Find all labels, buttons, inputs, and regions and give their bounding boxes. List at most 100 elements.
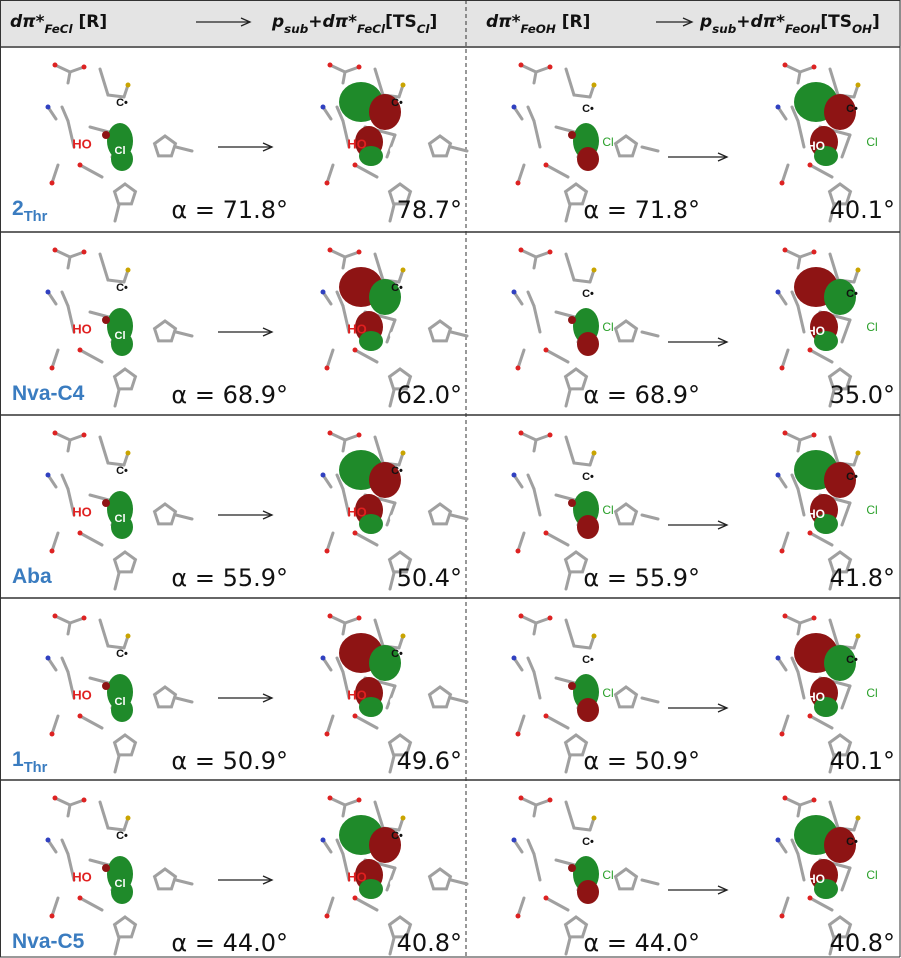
ring xyxy=(115,917,136,937)
bond xyxy=(842,503,850,525)
ring xyxy=(616,869,637,889)
ring xyxy=(115,735,136,755)
text-part: dπ* xyxy=(10,12,45,32)
atom xyxy=(808,896,813,901)
bond xyxy=(546,716,568,728)
bond xyxy=(355,533,377,545)
atom xyxy=(78,348,83,353)
atom-label: HO xyxy=(347,504,367,519)
subscript: Thr xyxy=(24,209,48,225)
atom xyxy=(516,366,521,371)
bond xyxy=(343,440,345,451)
atom xyxy=(401,816,406,821)
ring xyxy=(155,687,176,707)
angle-label: α = 50.9° xyxy=(583,747,700,775)
atom-label: HO xyxy=(807,690,825,704)
atom xyxy=(126,83,131,88)
atom xyxy=(780,914,785,919)
bond xyxy=(534,306,540,332)
atom-label: Cl xyxy=(115,330,126,342)
atom xyxy=(50,549,55,554)
bond xyxy=(68,805,70,816)
bond xyxy=(355,165,377,177)
bond xyxy=(100,802,108,828)
atom-label: HO xyxy=(347,687,367,702)
bond xyxy=(528,292,534,306)
atom-label: Cl xyxy=(602,320,613,334)
atom xyxy=(592,268,597,273)
atom xyxy=(53,248,58,253)
bond xyxy=(52,716,58,734)
text-part: [R] xyxy=(556,12,591,32)
atom xyxy=(544,714,549,719)
bond xyxy=(798,672,804,698)
atom xyxy=(544,348,549,353)
atom xyxy=(856,451,861,456)
atom xyxy=(321,473,326,478)
bond xyxy=(80,898,102,910)
subscript: FeOH xyxy=(785,22,820,36)
orbital-lobe xyxy=(102,864,110,872)
atom-label: HO xyxy=(347,136,367,151)
atom xyxy=(325,366,330,371)
bond xyxy=(327,533,333,551)
subscript: sub xyxy=(284,22,309,36)
bond xyxy=(798,72,800,83)
atom xyxy=(328,63,333,68)
atom-label: Cl xyxy=(866,503,877,517)
atom-label: Cl xyxy=(866,868,877,882)
bond xyxy=(782,350,788,368)
bond xyxy=(100,620,108,646)
atom xyxy=(353,163,358,168)
bond xyxy=(642,880,658,884)
atom xyxy=(401,268,406,273)
bond xyxy=(327,716,333,734)
bond xyxy=(343,257,345,268)
atom xyxy=(780,181,785,186)
atom-label: C• xyxy=(582,103,594,115)
atom xyxy=(776,656,781,661)
bond xyxy=(810,898,832,910)
orbital-lobe xyxy=(577,147,599,171)
bond xyxy=(810,533,832,545)
orbital-lobe xyxy=(577,332,599,356)
atom-label: HO xyxy=(807,324,825,338)
bond xyxy=(534,440,536,451)
bond xyxy=(451,515,467,519)
bond xyxy=(62,658,68,672)
atom-label: C• xyxy=(391,282,403,294)
bond xyxy=(574,463,590,465)
label-text: 1Thr xyxy=(12,748,48,776)
orbital-lobe xyxy=(577,698,599,722)
bond xyxy=(451,332,467,336)
bond xyxy=(390,938,394,954)
atom-label: Cl xyxy=(390,513,401,525)
atom-label: Cl xyxy=(390,878,401,890)
label-text: Aba xyxy=(12,565,52,588)
atom-label: C• xyxy=(582,471,594,483)
atom-label: HO xyxy=(72,321,92,336)
bond xyxy=(782,716,788,734)
atom xyxy=(126,816,131,821)
bond xyxy=(534,672,540,698)
atom-label: Cl xyxy=(602,135,613,149)
subscript: FeOH xyxy=(521,22,556,36)
atom xyxy=(401,451,406,456)
bond xyxy=(574,828,590,830)
bond xyxy=(343,72,345,83)
subscript: sub xyxy=(712,22,737,36)
bond xyxy=(842,320,850,342)
atom xyxy=(78,896,83,901)
bond xyxy=(115,205,119,221)
text-part: [R] xyxy=(73,12,108,32)
bond xyxy=(566,573,570,589)
atom-label: C• xyxy=(391,97,403,109)
angle-label: 78.7° xyxy=(397,196,462,224)
atom-label: Cl xyxy=(115,145,126,157)
bond xyxy=(80,533,102,545)
atom-label: Cl xyxy=(390,145,401,157)
angle-label: 50.4° xyxy=(397,564,462,592)
atom xyxy=(357,433,362,438)
bond xyxy=(546,533,568,545)
ring xyxy=(616,136,637,156)
